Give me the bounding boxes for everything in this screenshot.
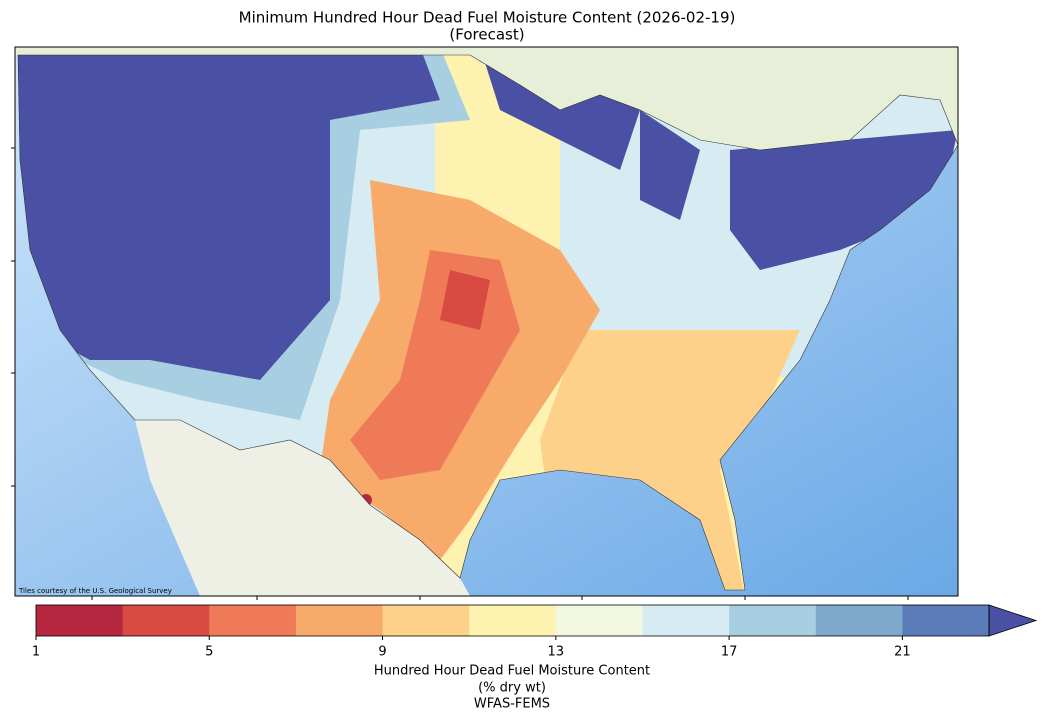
colorbar-tick-label: 21 <box>894 645 911 660</box>
colorbar-segment <box>729 605 817 636</box>
subtitle: (Forecast) <box>449 26 524 44</box>
colorbar-tick-label: 13 <box>548 645 565 660</box>
colorbar: 1 5 9 13 17 21 <box>32 604 1038 660</box>
colorbar-frame <box>35 604 990 637</box>
colorbar-source: WFAS-FEMS <box>474 697 550 712</box>
colorbar-unit: (% dry wt) <box>478 681 546 696</box>
colorbar-segment <box>642 605 730 636</box>
mexico <box>135 420 470 596</box>
colorbar-tick-label: 17 <box>721 645 738 660</box>
canada <box>15 47 958 150</box>
colorbar-segment <box>295 605 384 636</box>
colorbar-segment <box>122 605 210 636</box>
colorbar-segment <box>555 605 643 636</box>
us-outline <box>17 54 958 591</box>
colorbar-segment <box>36 605 124 636</box>
colorbar-segment <box>209 605 297 636</box>
map: Tiles courtesy of the U.S. Geological Su… <box>15 47 958 596</box>
colorbar-segment <box>815 605 903 636</box>
colorbar-tick-label: 5 <box>205 645 213 660</box>
map-frame <box>14 46 959 597</box>
colorbar-segment <box>382 605 470 636</box>
colorbar-segment <box>902 605 990 636</box>
colorbar-tick-label: 1 <box>32 645 40 660</box>
colorbar-label: Hundred Hour Dead Fuel Moisture Content <box>374 664 650 679</box>
colorbar-segment <box>469 605 557 636</box>
colorbar-tick-label: 9 <box>378 645 386 660</box>
map-axis-ticks <box>11 147 909 600</box>
colorbar-extension <box>988 604 1038 637</box>
title: Minimum Hundred Hour Dead Fuel Moisture … <box>239 9 736 27</box>
attribution: Tiles courtesy of the U.S. Geological Su… <box>18 587 172 595</box>
